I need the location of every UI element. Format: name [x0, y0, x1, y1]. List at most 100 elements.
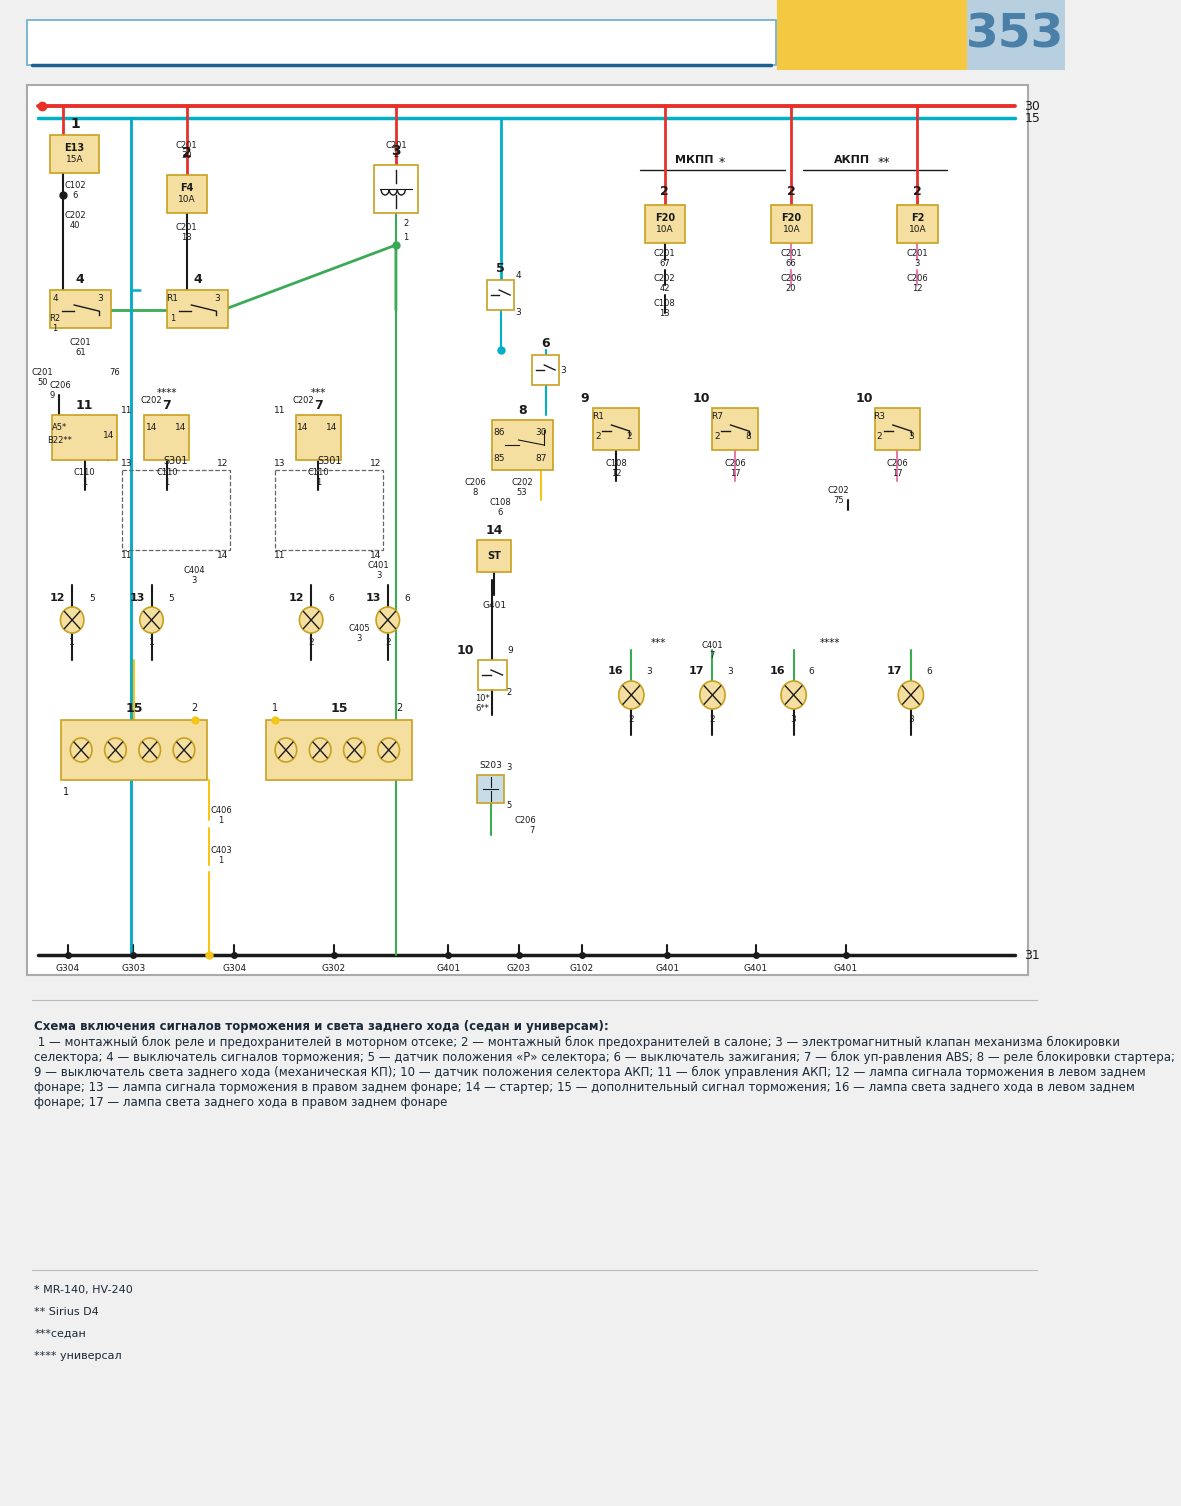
- Text: 15: 15: [1024, 111, 1040, 125]
- Text: 61: 61: [74, 348, 85, 357]
- Text: C201: C201: [906, 248, 928, 258]
- Text: B22**: B22**: [47, 435, 72, 444]
- Text: 40: 40: [70, 220, 80, 229]
- Bar: [487, 280, 514, 310]
- Text: C202: C202: [292, 396, 314, 405]
- Circle shape: [899, 681, 924, 709]
- Text: 3: 3: [215, 294, 220, 303]
- Text: 85: 85: [492, 453, 504, 462]
- Bar: [477, 776, 504, 803]
- Text: 30: 30: [1024, 99, 1040, 113]
- Text: 12: 12: [371, 458, 381, 467]
- Text: C206: C206: [724, 458, 746, 467]
- Text: C404: C404: [183, 565, 204, 574]
- Text: 3: 3: [908, 432, 914, 440]
- Text: G303: G303: [122, 964, 145, 973]
- Text: 14: 14: [103, 431, 113, 440]
- Text: 17: 17: [730, 468, 740, 477]
- Text: C102: C102: [64, 181, 86, 190]
- Bar: [478, 660, 507, 690]
- Bar: [52, 416, 117, 459]
- Text: 2: 2: [308, 637, 314, 646]
- Text: G401: G401: [655, 964, 679, 973]
- Text: G302: G302: [321, 964, 346, 973]
- Text: 8: 8: [472, 488, 478, 497]
- Text: C108: C108: [654, 298, 676, 307]
- Text: R1: R1: [167, 294, 178, 303]
- Text: 14: 14: [145, 423, 157, 432]
- Text: 15A: 15A: [66, 155, 83, 164]
- Bar: [491, 420, 553, 470]
- Text: 53: 53: [517, 488, 528, 497]
- Text: 10: 10: [457, 643, 474, 657]
- Text: 10A: 10A: [909, 226, 926, 235]
- Text: C202: C202: [141, 396, 162, 405]
- Text: C401: C401: [368, 560, 390, 569]
- Text: 3: 3: [376, 571, 381, 580]
- Text: *: *: [718, 155, 725, 169]
- Text: A5*: A5*: [52, 423, 67, 432]
- Text: 4: 4: [52, 294, 58, 303]
- Bar: [533, 355, 559, 386]
- Text: ***: ***: [651, 639, 666, 648]
- Text: 3: 3: [505, 762, 511, 771]
- Text: 9: 9: [508, 646, 514, 655]
- Text: 11: 11: [76, 399, 93, 411]
- Bar: [712, 408, 757, 450]
- Bar: [645, 205, 685, 242]
- Text: 86: 86: [492, 428, 504, 437]
- Text: 2: 2: [660, 185, 668, 197]
- Text: 75: 75: [834, 495, 844, 505]
- Text: 7: 7: [710, 651, 716, 660]
- Text: 4: 4: [194, 273, 202, 286]
- Text: 2: 2: [715, 432, 719, 440]
- Circle shape: [139, 607, 163, 633]
- Text: 1: 1: [218, 816, 223, 824]
- Text: 5: 5: [505, 801, 511, 810]
- Text: ** Sirius D4: ** Sirius D4: [34, 1307, 99, 1318]
- Text: C108: C108: [605, 458, 627, 467]
- Text: 14: 14: [175, 423, 187, 432]
- Text: 3: 3: [791, 714, 796, 723]
- Text: 14: 14: [371, 551, 381, 560]
- Circle shape: [700, 681, 725, 709]
- Bar: [275, 470, 384, 550]
- Text: 1 — монтажный блок реле и предохранителей в моторном отсеке; 2 — монтажный блок : 1 — монтажный блок реле и предохранителе…: [34, 1036, 1175, 1110]
- Text: 14: 14: [326, 423, 338, 432]
- Text: 6: 6: [809, 667, 815, 676]
- Bar: [266, 720, 412, 780]
- Text: 1: 1: [272, 703, 278, 712]
- Text: 30: 30: [182, 151, 193, 160]
- Text: 2: 2: [628, 714, 634, 723]
- Text: C201: C201: [32, 367, 53, 376]
- Text: 87: 87: [535, 453, 547, 462]
- Bar: [777, 0, 967, 69]
- Text: 15: 15: [125, 702, 143, 714]
- Text: C206: C206: [50, 381, 71, 390]
- Text: 5: 5: [496, 262, 505, 274]
- Text: 3: 3: [646, 667, 652, 676]
- Text: G102: G102: [569, 964, 594, 973]
- Text: 6: 6: [328, 593, 334, 602]
- Text: 17: 17: [887, 666, 902, 676]
- Text: 2: 2: [787, 185, 795, 197]
- Text: 4: 4: [76, 273, 85, 286]
- Bar: [374, 166, 418, 212]
- Text: 6: 6: [405, 593, 411, 602]
- Text: * MR-140, HV-240: * MR-140, HV-240: [34, 1285, 133, 1295]
- Text: C206: C206: [779, 274, 802, 283]
- Text: 20: 20: [785, 283, 796, 292]
- Text: 12: 12: [611, 468, 621, 477]
- Circle shape: [105, 738, 126, 762]
- Text: 3: 3: [97, 294, 103, 303]
- Bar: [593, 408, 639, 450]
- Bar: [898, 205, 938, 242]
- Text: 67: 67: [659, 259, 670, 268]
- Bar: [50, 136, 99, 173]
- Text: C206: C206: [515, 816, 536, 824]
- Text: 1: 1: [315, 477, 321, 486]
- Text: R1: R1: [592, 411, 603, 420]
- Text: 16: 16: [607, 666, 622, 676]
- Text: Схема включения сигналов торможения и света заднего хода (седан и универсам):: Схема включения сигналов торможения и св…: [34, 1020, 609, 1033]
- Text: C202: C202: [64, 211, 86, 220]
